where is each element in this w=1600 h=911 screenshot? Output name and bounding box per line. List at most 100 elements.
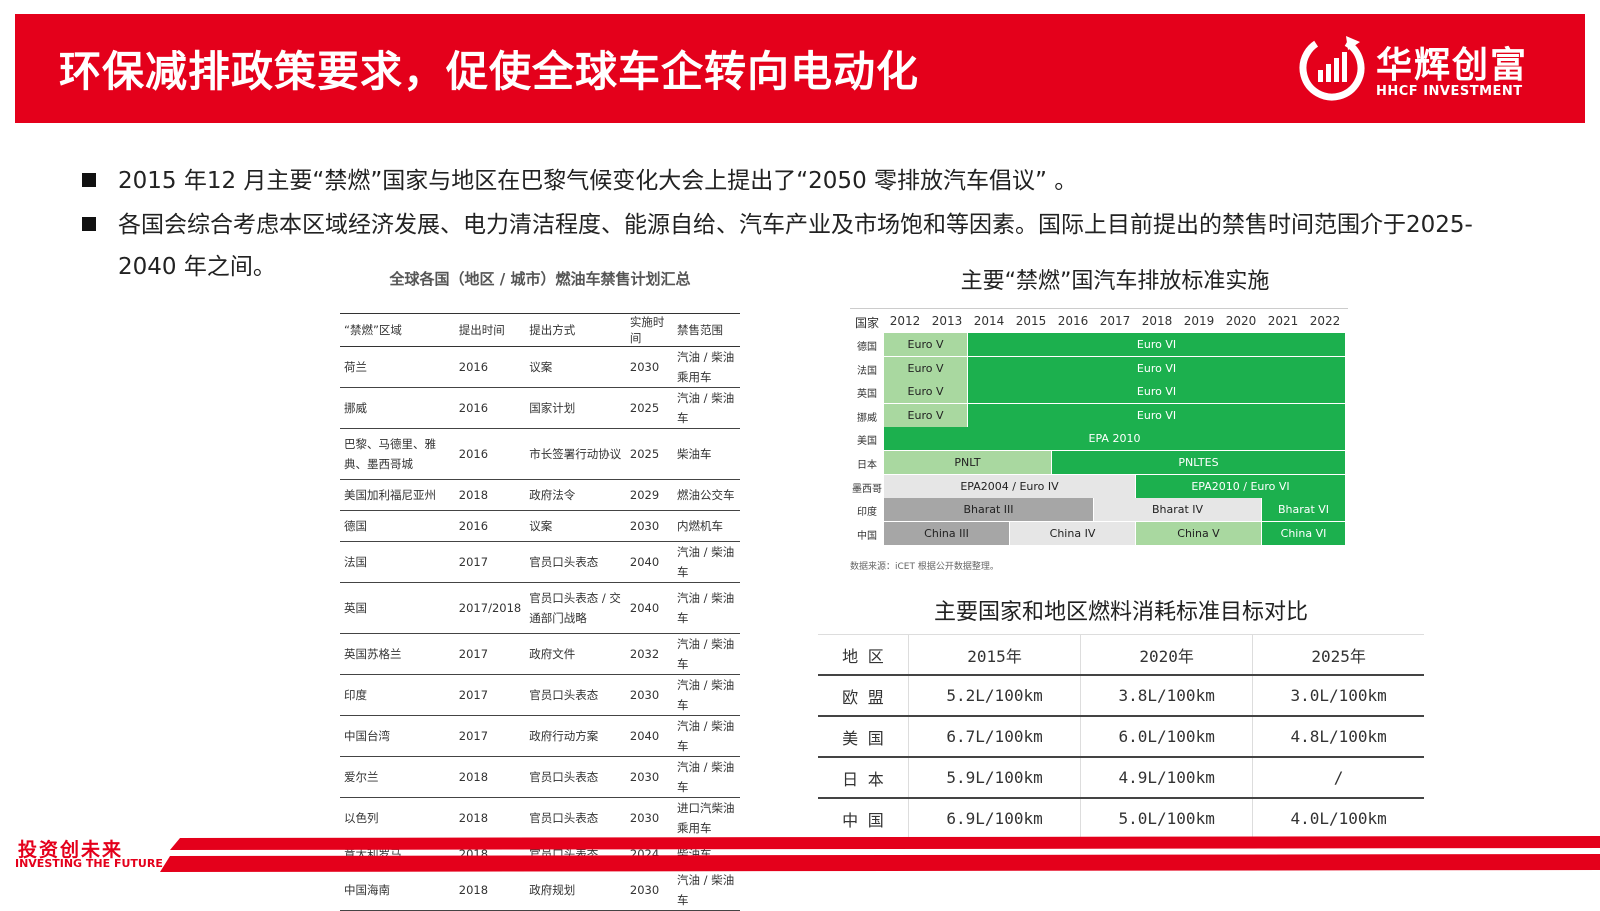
table-cell: 政府法令 — [525, 479, 626, 511]
standard-segment: China IV — [1010, 521, 1136, 545]
table-cell: 官员口头表态 / 交通部门战略 — [525, 582, 626, 634]
table-cell: 2029 — [625, 479, 674, 511]
table-cell: 2018 — [454, 479, 526, 511]
standard-segment: PNLTES — [1052, 451, 1346, 474]
table-cell: 荷兰 — [340, 346, 455, 388]
country-label: 英国 — [857, 389, 877, 401]
standard-segment: Euro VI — [968, 333, 1346, 356]
country-label: 德国 — [857, 342, 877, 353]
year-label: 2015 — [1015, 314, 1047, 328]
emission-row: 美国 EPA 2010 — [850, 427, 1348, 451]
table-cell: 柴油车 — [673, 428, 740, 480]
table-cell: 巴黎、马德里、雅典、墨西哥城 — [340, 428, 455, 480]
table-cell: 2017/2018 — [454, 582, 526, 634]
country-label: 中国 — [857, 530, 877, 542]
standard-segment: Bharat IV — [1094, 498, 1262, 522]
table-cell: 德国 — [340, 510, 455, 542]
bullet-square-icon — [82, 173, 96, 187]
table-cell: 进口汽柴油乘用车 — [673, 797, 740, 839]
ban-table: “禁燃”区域 提出时间 提出方式 实施时间 禁售范围 荷兰 2016 议案 2030 汽… — [340, 313, 740, 911]
table-cell: 3.8L/100km — [1080, 675, 1253, 717]
table-cell: 议案 — [525, 510, 626, 542]
table-cell: 2030 — [625, 756, 674, 798]
country-label: 美国 — [857, 436, 877, 448]
footer-stripes — [160, 836, 1600, 872]
emission-row: 挪威 Euro V Euro VI — [850, 403, 1348, 427]
table-cell: 官员口头表态 — [525, 797, 626, 839]
year-label: 2020 — [1225, 314, 1257, 328]
table-cell: 2017 — [454, 674, 526, 716]
table-cell: 汽油 / 柴油车 — [673, 674, 740, 716]
bullet-item: 各国会综合考虑本区域经济发展、电力清洁程度、能源自给、汽车产业及市场饱和等因素。… — [82, 204, 1482, 288]
table-row: 英国 2017/2018 官员口头表态 / 交通部门战略 2040 汽油 / 柴油车 — [340, 582, 740, 634]
table-cell: 汽油 / 柴油车 — [673, 715, 740, 757]
table-cell: 官员口头表态 — [525, 541, 626, 583]
bullet-text: 2015 年12 月主要“禁燃”国家与地区在巴黎气候变化大会上提出了“2050 … — [118, 168, 1078, 194]
emission-row: 法国 Euro V Euro VI — [850, 356, 1348, 380]
standard-segment: EPA2004 / Euro IV — [884, 474, 1136, 498]
table-row: 日 本 5.9L/100km 4.9L/100km / — [818, 757, 1424, 799]
emission-row: 墨西哥 EPA2004 / Euro IV EPA2010 / Euro VI — [850, 474, 1348, 498]
standard-segment: Bharat VI — [1262, 498, 1346, 522]
table-cell: 国家计划 — [525, 387, 626, 429]
table-cell: 汽油 / 柴油车 — [673, 387, 740, 429]
table-cell: 2018 — [454, 756, 526, 798]
table-cell: 政府行动方案 — [525, 715, 626, 757]
table-header-cell: 地 区 — [818, 634, 909, 676]
table-cell: 6.9L/100km — [907, 798, 1081, 840]
table-cell: 2025 — [625, 428, 674, 480]
table-cell: 5.9L/100km — [907, 757, 1081, 799]
bullet-item: 2015 年12 月主要“禁燃”国家与地区在巴黎气候变化大会上提出了“2050 … — [82, 160, 1482, 202]
table-cell: 2040 — [625, 715, 674, 757]
fuel-table-body: 欧 盟 5.2L/100km 3.8L/100km 3.0L/100km 美 国 6.7L… — [818, 675, 1424, 840]
table-cell: 挪威 — [340, 387, 455, 429]
table-row: 法国 2017 官员口头表态 2040 汽油 / 柴油车 — [340, 541, 740, 583]
year-label: 2021 — [1267, 314, 1299, 328]
table-row: 欧 盟 5.2L/100km 3.8L/100km 3.0L/100km — [818, 675, 1424, 717]
table-row: 美国加利福尼亚州 2018 政府法令 2029 燃油公交车 — [340, 479, 740, 511]
table-cell: 法国 — [340, 541, 455, 583]
table-header-cell: 提出时间 — [454, 313, 526, 347]
table-cell: 4.9L/100km — [1080, 757, 1253, 799]
table-cell: 4.8L/100km — [1252, 716, 1424, 758]
standard-segment: China V — [1136, 521, 1262, 545]
corner-label: 国家 — [854, 316, 879, 330]
table-cell: 2018 — [454, 797, 526, 839]
logo-text-cn: 华辉创富 — [1376, 45, 1529, 86]
bullet-list: 2015 年12 月主要“禁燃”国家与地区在巴黎气候变化大会上提出了“2050 … — [82, 160, 1482, 290]
logo-ring-icon — [1299, 35, 1365, 101]
table-cell: 汽油 / 柴油车 — [673, 756, 740, 798]
table-cell: 2032 — [625, 633, 674, 675]
table-header-cell: 2020年 — [1080, 634, 1253, 676]
table-row: 巴黎、马德里、雅典、墨西哥城 2016 市长签署行动协议 2025 柴油车 — [340, 428, 740, 480]
emission-row: 中国 China III China IV China V China VI — [850, 521, 1348, 545]
table-cell: 中 国 — [818, 798, 909, 840]
country-label: 墨西哥 — [852, 483, 882, 495]
table-cell: 2017 — [454, 633, 526, 675]
table-row: 英国苏格兰 2017 政府文件 2032 汽油 / 柴油车 — [340, 633, 740, 675]
table-cell: 2016 — [454, 428, 526, 480]
standard-segment: China VI — [1262, 521, 1346, 545]
table-header-row: 地 区 2015年 2020年 2025年 — [818, 634, 1424, 676]
table-header-cell: 提出方式 — [525, 313, 626, 347]
year-label: 2018 — [1141, 314, 1173, 328]
year-label: 2014 — [973, 314, 1005, 328]
table-cell: 汽油 / 柴油车 — [673, 582, 740, 634]
standard-segment: Euro V — [884, 333, 968, 356]
table-cell: 2030 — [625, 510, 674, 542]
table-cell: 2016 — [454, 510, 526, 542]
table-cell: 内燃机车 — [673, 510, 740, 542]
table-header-cell: 2025年 — [1252, 634, 1424, 676]
table-cell: 中国台湾 — [340, 715, 455, 757]
year-label: 2019 — [1183, 314, 1215, 328]
standard-segment: PNLT — [884, 451, 1052, 474]
standard-segment: Euro V — [884, 403, 968, 427]
emission-chart: 国家 2012 2013 2014 2015 2016 2017 2018 2019 2020 20… — [850, 308, 1348, 549]
emission-chart-title: 主要“禁燃”国汽车排放标准实施 — [960, 269, 1270, 294]
table-cell: 2040 — [625, 582, 674, 634]
year-label: 2017 — [1099, 314, 1131, 328]
country-label: 挪威 — [857, 412, 877, 424]
table-header-cell: 禁售范围 — [673, 313, 740, 347]
table-cell: 市长签署行动协议 — [525, 428, 626, 480]
logo-text-en: HHCF INVESTMENT — [1376, 84, 1523, 99]
